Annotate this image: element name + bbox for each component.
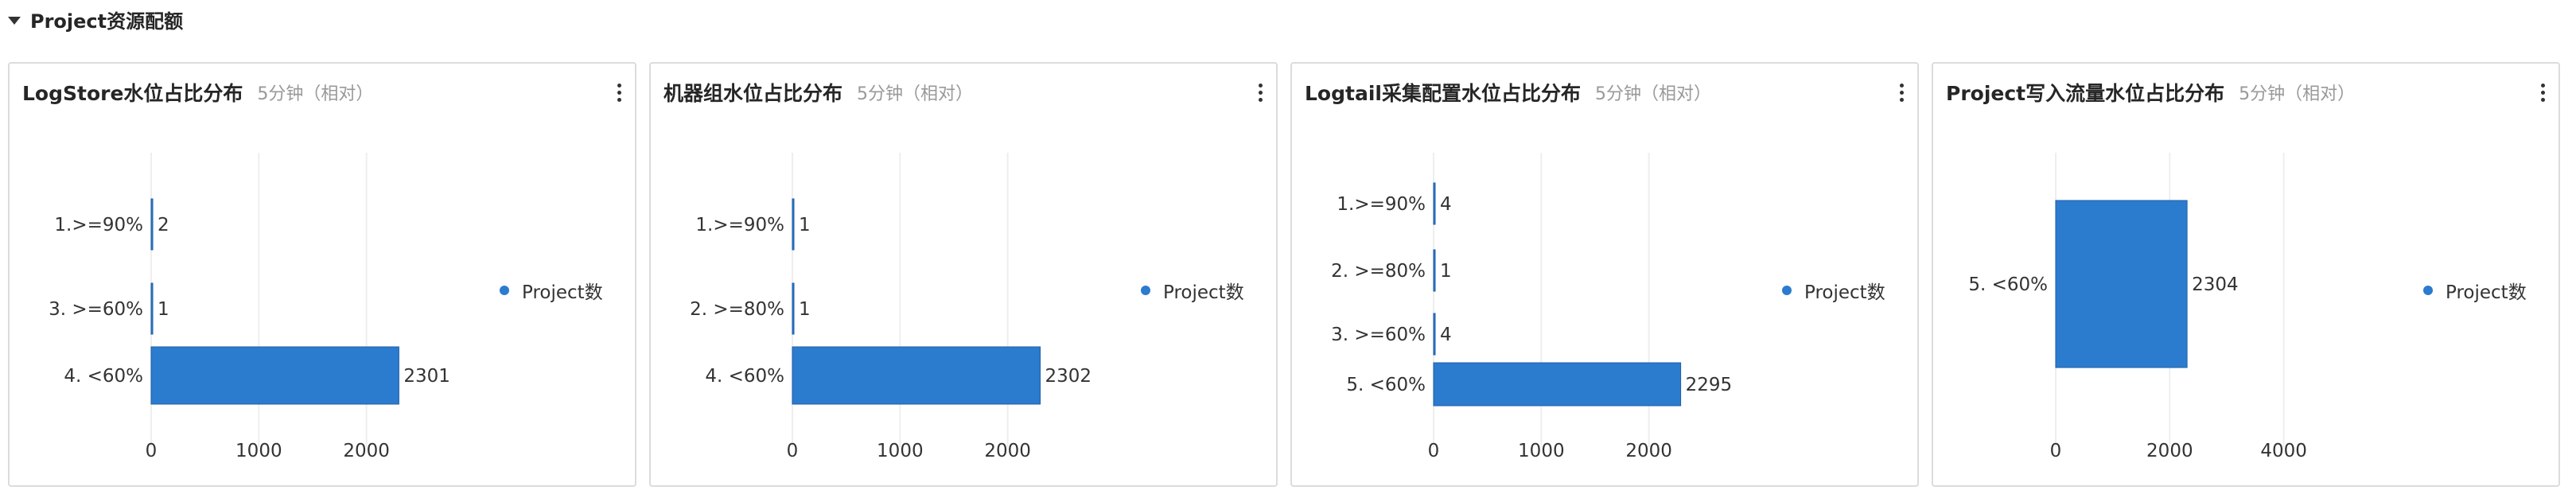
legend-label: Project数 — [2446, 282, 2527, 303]
data-label: 4 — [1440, 194, 1452, 215]
time-range-label[interactable]: 5分钟（相对） — [257, 84, 374, 104]
more-options-icon[interactable] — [609, 76, 628, 108]
bar — [1433, 362, 1682, 407]
x-tick-label: 2000 — [343, 441, 390, 461]
data-label: 2295 — [1686, 375, 1733, 395]
bar — [1433, 249, 1436, 292]
panel-title-text: Logtail采集配置水位占比分布 — [1305, 82, 1581, 105]
legend-dot-icon — [500, 286, 509, 295]
category-label: 1.>=90% — [54, 215, 143, 235]
chart-legend[interactable]: Project数 — [1782, 277, 1885, 304]
panel-logstore: LogStore水位占比分布 5分钟（相对） 0 1000 2000 1.>=90% 2… — [8, 62, 636, 487]
legend-dot-icon — [1141, 286, 1150, 295]
more-options-icon[interactable] — [1892, 76, 1911, 108]
category-label: 4. <60% — [64, 366, 143, 387]
category-label: 2. >=80% — [690, 299, 784, 320]
legend-dot-icon — [2423, 286, 2433, 295]
legend-dot-icon — [1782, 286, 1792, 295]
category-label: 4. <60% — [705, 366, 784, 387]
panel-title: LogStore水位占比分布 5分钟（相对） — [22, 76, 373, 108]
panel-title: Project写入流量水位占比分布 5分钟（相对） — [1946, 76, 2355, 108]
panel-title-text: 机器组水位占比分布 — [663, 82, 843, 105]
bar — [792, 282, 795, 335]
bar — [792, 346, 1041, 405]
x-tick-label: 2000 — [1625, 441, 1672, 461]
x-tick-label: 0 — [146, 441, 158, 461]
x-tick-label: 0 — [1428, 441, 1440, 461]
data-label: 1 — [799, 215, 811, 235]
category-label: 3. >=60% — [1331, 325, 1426, 345]
panel-title: Logtail采集配置水位占比分布 5分钟（相对） — [1305, 76, 1711, 108]
x-tick-label: 2000 — [2146, 441, 2193, 461]
bar — [2055, 200, 2188, 368]
section-header[interactable]: Project资源配额 — [8, 3, 183, 35]
bar — [792, 198, 795, 251]
x-tick-label: 1000 — [235, 441, 282, 461]
more-options-icon[interactable] — [2533, 76, 2552, 108]
panel-write-traffic: Project写入流量水位占比分布 5分钟（相对） 0 2000 4000 5. <6… — [1932, 62, 2560, 487]
data-label: 1 — [158, 299, 169, 320]
data-label: 2302 — [1045, 366, 1092, 387]
bar-chart: 0 1000 2000 1.>=90% 4 2. >=80% 1 3. >=60% 4 5. <6… — [1331, 153, 1733, 461]
x-tick-label: 0 — [2050, 441, 2062, 461]
panel-title-text: LogStore水位占比分布 — [22, 82, 243, 105]
panel-title-text: Project写入流量水位占比分布 — [1946, 82, 2225, 105]
bar — [1433, 313, 1436, 356]
x-tick-label: 2000 — [984, 441, 1031, 461]
x-tick-label: 1000 — [877, 441, 924, 461]
data-label: 2301 — [403, 366, 450, 387]
caret-down-icon[interactable] — [8, 17, 21, 25]
panel-logtail-config: Logtail采集配置水位占比分布 5分钟（相对） 0 1000 2000 1.>=9… — [1290, 62, 1919, 487]
bar-chart: 0 1000 2000 1.>=90% 1 2. >=80% 1 4. <60% 2302 — [690, 153, 1092, 461]
x-tick-label: 0 — [787, 441, 799, 461]
chart-legend[interactable]: Project数 — [1141, 277, 1244, 304]
panel-machine-group: 机器组水位占比分布 5分钟（相对） 0 1000 2000 1.>=90% 1 2. >=… — [649, 62, 1278, 487]
data-label: 2 — [158, 215, 169, 235]
category-label: 5. <60% — [1968, 274, 2048, 295]
x-tick-label: 1000 — [1518, 441, 1565, 461]
category-label: 3. >=60% — [49, 299, 143, 320]
bar — [150, 282, 154, 335]
bar-chart: 0 1000 2000 1.>=90% 2 3. >=60% 1 4. <60% 2301 — [49, 153, 450, 461]
chart-legend[interactable]: Project数 — [500, 277, 603, 304]
bar — [150, 346, 399, 405]
bar — [150, 198, 154, 251]
category-label: 2. >=80% — [1331, 261, 1426, 282]
legend-label: Project数 — [1163, 282, 1244, 303]
data-label: 1 — [1440, 261, 1452, 282]
category-label: 1.>=90% — [1337, 194, 1426, 215]
data-label: 2304 — [2192, 274, 2239, 295]
section-title: Project资源配额 — [30, 10, 184, 33]
x-tick-label: 4000 — [2260, 441, 2307, 461]
more-options-icon[interactable] — [1251, 76, 1270, 108]
time-range-label[interactable]: 5分钟（相对） — [1594, 84, 1711, 104]
data-label: 1 — [799, 299, 811, 320]
bar — [1433, 182, 1436, 225]
category-label: 1.>=90% — [695, 215, 784, 235]
legend-label: Project数 — [522, 282, 603, 303]
data-label: 4 — [1440, 325, 1452, 345]
time-range-label[interactable]: 5分钟（相对） — [857, 84, 974, 104]
bar-chart: 0 2000 4000 5. <60% 2304 — [1968, 153, 2307, 461]
panel-title: 机器组水位占比分布 5分钟（相对） — [663, 76, 973, 108]
time-range-label[interactable]: 5分钟（相对） — [2239, 84, 2356, 104]
category-label: 5. <60% — [1346, 375, 1426, 395]
chart-legend[interactable]: Project数 — [2423, 277, 2527, 304]
legend-label: Project数 — [1804, 282, 1885, 303]
